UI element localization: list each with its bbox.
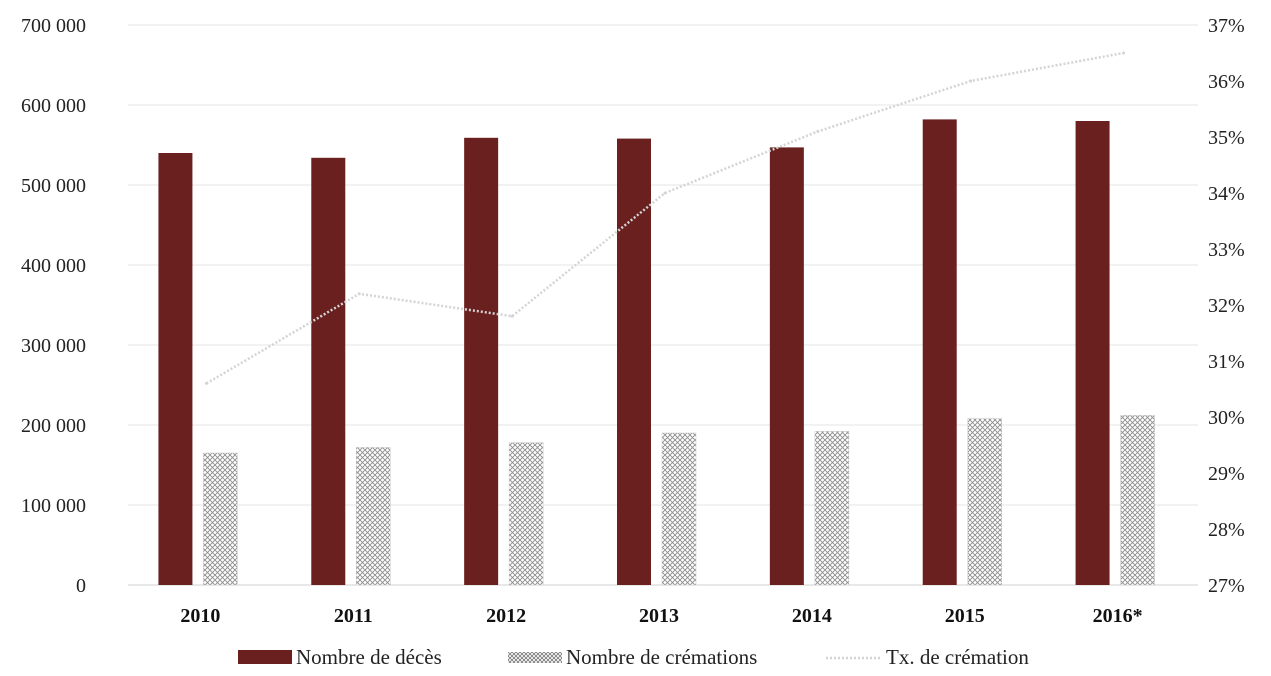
legend: Nombre de décès Nombre de crémations Tx. d…	[238, 645, 1029, 669]
rate-point	[663, 191, 667, 195]
gridlines	[128, 24, 1198, 586]
left-tick-label: 100 000	[21, 495, 86, 517]
left-tick-label: 500 000	[21, 175, 86, 197]
rate-point	[357, 292, 361, 296]
rate-point	[1122, 51, 1126, 55]
right-axis: 27% 28% 29% 30% 31% 32% 33% 34% 35% 36% 37%	[1208, 15, 1245, 597]
bar-cremations	[661, 432, 697, 586]
legend-label-deces: Nombre de décès	[296, 645, 442, 669]
right-tick-label: 30%	[1208, 407, 1245, 429]
left-tick-label: 200 000	[21, 415, 86, 437]
left-axis: 0 100 000 200 000 300 000 400 000 500 000 600 …	[21, 15, 86, 597]
legend-swatch-deces	[238, 650, 292, 664]
left-tick-label: 600 000	[21, 95, 86, 117]
category-labels: 2010 2011 2012 2013 2014 2015 2016*	[180, 605, 1142, 627]
right-tick-label: 35%	[1208, 127, 1245, 149]
category-label: 2013	[639, 605, 679, 627]
bar-cremations	[814, 431, 850, 586]
right-tick-label: 34%	[1208, 183, 1245, 205]
bar-cremations	[356, 447, 391, 586]
right-tick-label: 37%	[1208, 15, 1245, 37]
left-tick-label: 400 000	[21, 255, 86, 277]
bar-deces	[1075, 121, 1110, 585]
category-label: 2014	[792, 605, 832, 627]
right-tick-label: 36%	[1208, 71, 1245, 93]
right-tick-label: 33%	[1208, 239, 1245, 261]
category-label: 2015	[945, 605, 985, 627]
category-label: 2010	[180, 605, 220, 627]
bar-deces	[464, 137, 499, 586]
left-tick-label: 300 000	[21, 335, 86, 357]
legend-label-taux: Tx. de crémation	[886, 645, 1029, 669]
legend-swatch-cremations	[508, 652, 562, 663]
bar-cremations	[967, 418, 1002, 586]
category-label: 2012	[486, 605, 526, 627]
rate-point	[204, 381, 208, 385]
legend-label-cremations: Nombre de crémations	[566, 645, 757, 669]
right-tick-label: 29%	[1208, 463, 1245, 485]
category-label: 2016*	[1093, 605, 1143, 627]
right-tick-label: 27%	[1208, 575, 1245, 597]
left-tick-label: 0	[76, 575, 86, 597]
bar-deces	[617, 138, 651, 585]
right-tick-label: 28%	[1208, 519, 1245, 541]
bar-deces	[769, 147, 804, 585]
bar-cremations	[1120, 415, 1155, 586]
bar-deces	[922, 119, 957, 586]
rate-point	[969, 79, 973, 83]
bar-deces	[158, 153, 193, 585]
category-label: 2011	[334, 605, 373, 627]
bars	[158, 119, 1155, 586]
bar-deces	[311, 157, 346, 586]
right-tick-label: 32%	[1208, 295, 1245, 317]
right-tick-label: 31%	[1208, 351, 1245, 373]
bar-cremations	[203, 452, 238, 586]
bar-cremations	[508, 442, 544, 586]
rate-line	[204, 51, 1126, 385]
rate-point	[816, 129, 820, 133]
left-tick-label: 700 000	[21, 15, 86, 37]
rate-point	[510, 314, 514, 318]
